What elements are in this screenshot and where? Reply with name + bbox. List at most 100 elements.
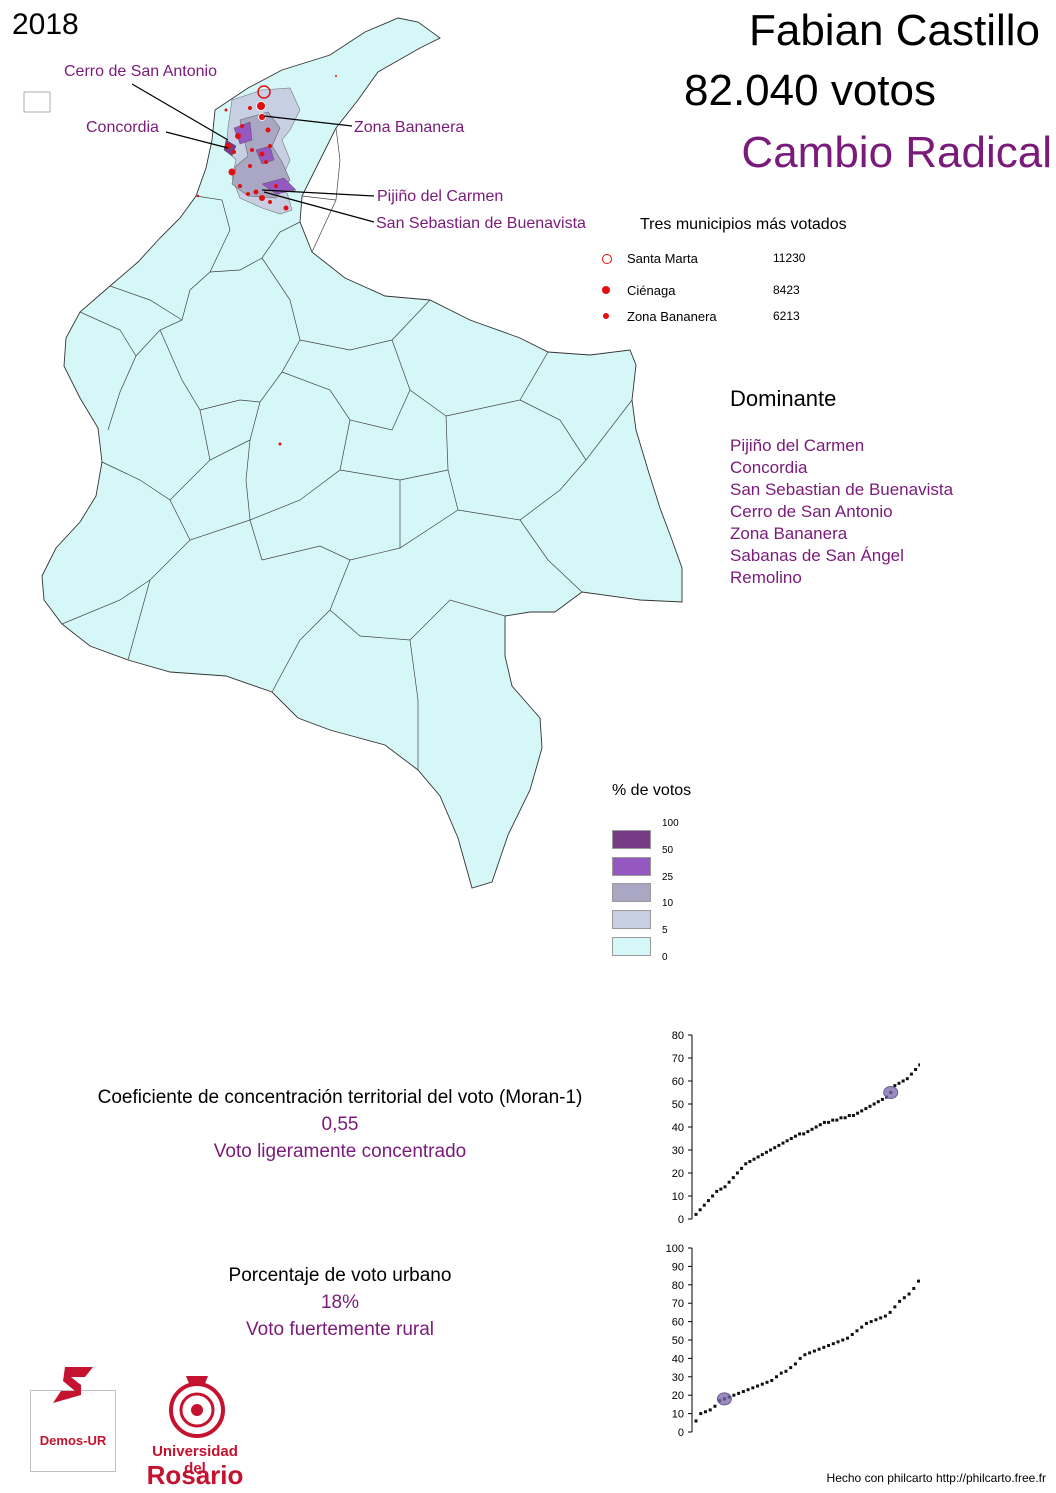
- dominant-item: Pijiño del Carmen: [730, 436, 865, 455]
- legend-swatch: [612, 830, 651, 849]
- data-point: [876, 1100, 880, 1104]
- data-point: [893, 1084, 897, 1088]
- legend-break: 100: [662, 818, 679, 829]
- data-point: [874, 1318, 878, 1322]
- data-point: [831, 1342, 835, 1346]
- data-point: [773, 1146, 777, 1150]
- data-point: [735, 1171, 739, 1175]
- department-borders: [61, 127, 633, 770]
- data-point: [909, 1072, 913, 1076]
- top3-name: Santa Marta: [627, 251, 698, 266]
- data-point: [706, 1199, 710, 1203]
- data-point: [898, 1299, 902, 1303]
- dominant-item: Zona Bananera: [730, 524, 848, 543]
- data-point: [711, 1194, 715, 1198]
- y-tick-label: 10: [672, 1409, 684, 1421]
- y-tick-label: 80: [672, 1280, 684, 1292]
- legend-swatch: [612, 937, 651, 956]
- data-point: [713, 1404, 717, 1408]
- data-point: [784, 1369, 788, 1373]
- y-tick-label: 60: [672, 1076, 684, 1088]
- dominant-item: Concordia: [730, 458, 808, 477]
- data-point: [789, 1366, 793, 1370]
- data-point: [831, 1118, 835, 1122]
- rosario-crest-icon: [169, 1376, 225, 1438]
- data-point: [818, 1123, 822, 1127]
- data-point: [843, 1116, 847, 1120]
- y-tick-label: 90: [672, 1261, 684, 1273]
- data-point: [752, 1157, 756, 1161]
- moran-title: Coeficiente de concentración territorial…: [97, 1087, 583, 1108]
- data-point: [793, 1362, 797, 1366]
- urban-label: Voto fuertemente rural: [246, 1319, 434, 1340]
- year-label: 2018: [12, 8, 79, 41]
- data-point: [744, 1162, 748, 1166]
- data-point: [880, 1097, 884, 1101]
- zona-bananera-marker: [258, 113, 266, 121]
- data-point: [841, 1338, 845, 1342]
- legend-break: 25: [662, 872, 674, 883]
- data-point: [746, 1388, 750, 1392]
- data-point: [727, 1180, 731, 1184]
- data-point: [770, 1378, 774, 1382]
- y-tick-label: 0: [678, 1427, 684, 1439]
- data-point: [715, 1189, 719, 1193]
- top3-row: Zona Bananera 6213: [602, 309, 842, 327]
- colombia-map: Cerro de San Antonio Concordia Zona Bana…: [23, 17, 683, 889]
- data-point: [868, 1104, 872, 1108]
- university-line1: Universidad del: [152, 1443, 238, 1477]
- santa-marta-marker: [257, 85, 271, 99]
- moran-value: 0,55: [321, 1114, 359, 1135]
- data-point: [869, 1320, 873, 1324]
- data-point: [785, 1139, 789, 1143]
- data-point: [732, 1393, 736, 1397]
- legend-swatch: [612, 883, 651, 902]
- y-tick-label: 20: [672, 1390, 684, 1402]
- candidate-name: Fabian Castillo: [748, 6, 1040, 55]
- legend-break: 0: [662, 952, 668, 963]
- urban-chart: 0 10 20 30 40 50 60 70 80 90 100: [666, 1243, 920, 1439]
- university-line2: Rosario: [146, 1460, 244, 1490]
- data-point: [708, 1408, 712, 1412]
- data-point: [803, 1353, 807, 1357]
- legend-title: % de votos: [612, 782, 692, 799]
- top3-value: 8423: [773, 283, 800, 297]
- data-point: [740, 1166, 744, 1170]
- data-point: [879, 1316, 883, 1320]
- data-point: [764, 1150, 768, 1154]
- data-point: [856, 1111, 860, 1115]
- data-point: [907, 1292, 911, 1296]
- data-point: [893, 1305, 897, 1309]
- vote-share-polygons: [223, 87, 301, 215]
- top3-value: 6213: [773, 309, 800, 323]
- data-point: [836, 1340, 840, 1344]
- moran-label: Voto ligeramente concentrado: [213, 1141, 467, 1162]
- urban-title: Porcentaje de voto urbano: [228, 1265, 452, 1286]
- data-point: [812, 1349, 816, 1353]
- dominant-item: Remolino: [730, 568, 802, 587]
- top3-title: Tres municipios más votados: [640, 216, 847, 233]
- data-point: [864, 1321, 868, 1325]
- data-point: [835, 1118, 839, 1122]
- highlight-marker: [883, 1086, 899, 1099]
- data-point: [751, 1386, 755, 1390]
- data-point: [748, 1160, 752, 1163]
- data-point: [846, 1336, 850, 1340]
- data-point: [810, 1127, 814, 1131]
- data-point: [802, 1132, 806, 1136]
- country-shape: [41, 17, 683, 889]
- y-tick-label: 40: [672, 1353, 684, 1365]
- candidate-votes: 82.040 votos: [684, 66, 936, 115]
- data-point: [914, 1068, 918, 1071]
- data-point: [827, 1120, 831, 1124]
- data-point: [769, 1148, 773, 1152]
- demos-s-icon: [53, 1367, 93, 1403]
- data-point: [731, 1176, 735, 1180]
- data-point: [917, 1279, 920, 1283]
- footer-credit: Hecho con philcarto http://philcarto.fre…: [826, 1471, 1046, 1485]
- demos-text: Demos-UR: [39, 1433, 107, 1448]
- map-label-cerro-de-san-antonio: Cerro de San Antonio: [64, 63, 217, 80]
- data-point: [698, 1208, 702, 1212]
- y-tick-label: 10: [672, 1191, 684, 1203]
- demos-logo: Demos-UR: [30, 1367, 116, 1472]
